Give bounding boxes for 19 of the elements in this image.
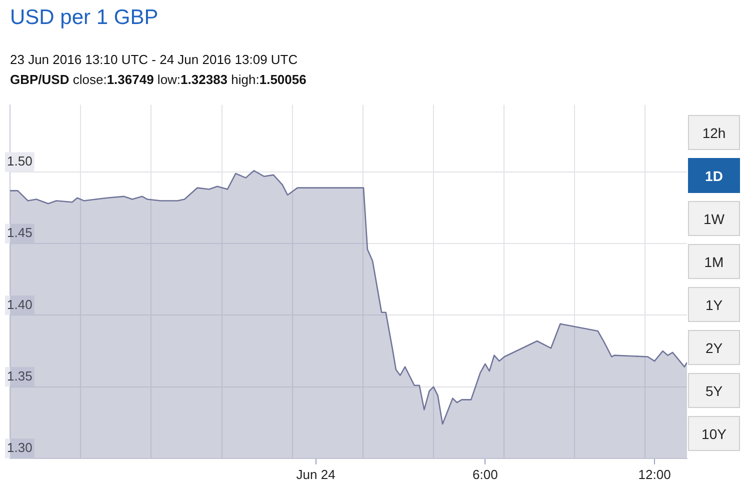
chart-title: USD per 1 GBP — [10, 6, 158, 30]
text: 5Y — [688, 373, 740, 408]
y-tick-label: 1.30 — [7, 440, 32, 455]
chart-subtitle: 23 Jun 2016 13:10 UTC - 24 Jun 2016 13:09 UTC — [10, 52, 298, 67]
x-tick-label: 6:00 — [472, 466, 498, 482]
y-tick-label: 1.50 — [7, 154, 32, 169]
text: 12h — [688, 115, 740, 150]
x-tick-label: 12:00 — [638, 466, 671, 482]
x-tick-label: Jun 24 — [296, 466, 336, 482]
y-tick-label: 1.35 — [7, 368, 32, 384]
text: 2Y — [688, 330, 740, 365]
text: 1W — [688, 201, 740, 236]
y-tick-label: 1.40 — [7, 296, 32, 312]
y-tick-label: 1.45 — [7, 225, 32, 240]
text: 1M — [688, 244, 740, 279]
text: 1Y — [688, 287, 740, 322]
text: 1D — [688, 158, 740, 193]
text: GBP/USD close:1.36749 low:1.32383 high:1.50056 — [10, 72, 306, 87]
text: 10Y — [688, 416, 740, 451]
